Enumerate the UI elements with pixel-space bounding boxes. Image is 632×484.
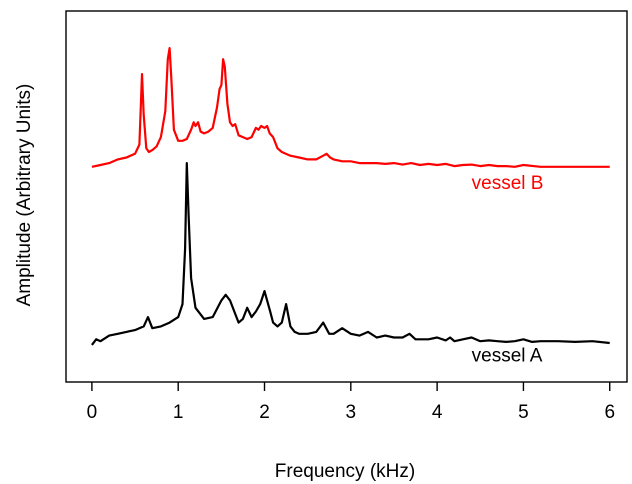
- series-label-vessel-a: vessel A: [472, 346, 543, 367]
- x-tick-label: 1: [173, 402, 184, 423]
- x-tick-label: 0: [87, 402, 98, 423]
- x-axis-ticks: 0 1 2 3 4 5 6: [87, 382, 615, 423]
- x-tick-label: 6: [604, 402, 615, 423]
- x-tick-label: 3: [346, 402, 357, 423]
- series-layer: [91, 46, 610, 346]
- annotation-layer: vessel B vessel A: [472, 173, 544, 367]
- plot-frame: [65, 10, 628, 383]
- x-tick-label: 5: [518, 402, 529, 423]
- series-line-vessel-b: [91, 46, 610, 168]
- series-label-vessel-b: vessel B: [472, 173, 544, 194]
- x-tick-label: 2: [259, 402, 270, 423]
- x-axis-label: Frequency (kHz): [275, 461, 415, 482]
- y-axis-label: Amplitude (Arbitrary Units): [14, 84, 35, 307]
- x-tick-label: 4: [432, 402, 443, 423]
- series-line-vessel-a: [91, 162, 610, 346]
